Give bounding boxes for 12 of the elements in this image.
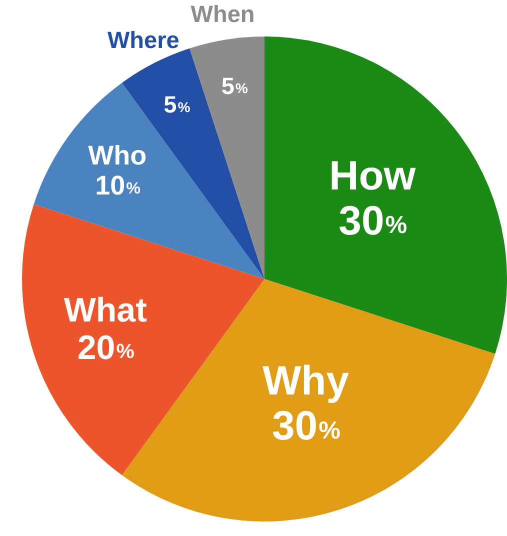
- data-label: 30%: [338, 197, 408, 244]
- data-label: 20%: [77, 328, 134, 367]
- data-label: 5%: [164, 92, 191, 118]
- slice-label: How: [329, 152, 416, 198]
- data-label: 5%: [221, 72, 248, 99]
- data-label: 30%: [272, 402, 341, 449]
- slice-label: What: [64, 291, 147, 330]
- slice-label: Where: [107, 26, 180, 53]
- slice-label: Why: [262, 358, 350, 404]
- slice-label: Who: [88, 140, 147, 171]
- slice-label: When: [190, 1, 255, 28]
- data-label: 10%: [95, 170, 141, 200]
